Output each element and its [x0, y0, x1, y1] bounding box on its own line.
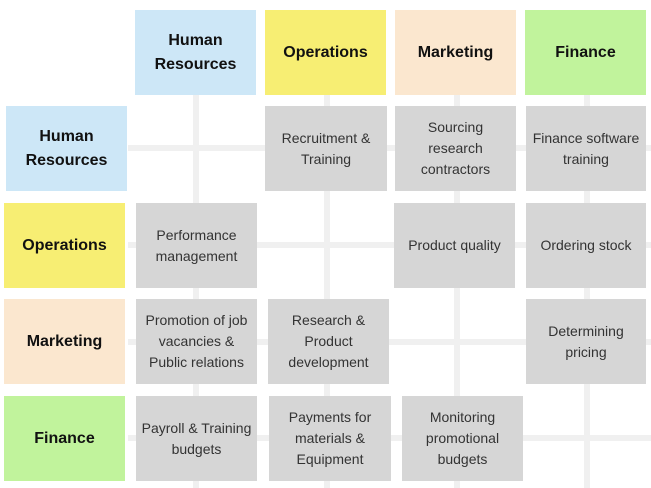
grid-line-vertical [324, 95, 330, 488]
grid-line-vertical [584, 95, 590, 488]
cell-marketing-hr: Promotion of job vacancies & Public rela… [136, 299, 257, 384]
column-header-hr: Human Resources [135, 10, 256, 95]
grid-line-horizontal [128, 339, 651, 345]
row-header-finance: Finance [4, 396, 125, 481]
cell-finance-marketing: Monitoring promotional budgets [402, 396, 523, 481]
cell-finance-hr: Payroll & Training budgets [136, 396, 257, 481]
grid-line-vertical [193, 95, 199, 488]
cell-hr-operations: Recruitment & Training [265, 106, 387, 191]
grid-line-vertical [454, 95, 460, 488]
cell-hr-finance: Finance software training [526, 106, 646, 191]
grid-line-horizontal [128, 242, 651, 248]
cell-marketing-finance: Determining pricing [526, 299, 646, 384]
row-header-operations: Operations [4, 203, 125, 288]
column-header-finance: Finance [525, 10, 646, 95]
grid-line-horizontal [128, 145, 651, 151]
cell-finance-operations: Payments for materials & Equipment [269, 396, 391, 481]
row-header-marketing: Marketing [4, 299, 125, 384]
row-header-hr: Human Resources [6, 106, 127, 191]
column-header-operations: Operations [265, 10, 386, 95]
cell-hr-marketing: Sourcing research contractors [395, 106, 516, 191]
cell-operations-hr: Performance management [136, 203, 257, 288]
cell-operations-finance: Ordering stock [526, 203, 646, 288]
column-header-marketing: Marketing [395, 10, 516, 95]
cell-marketing-operations: Research & Product development [268, 299, 389, 384]
cell-operations-marketing: Product quality [394, 203, 515, 288]
